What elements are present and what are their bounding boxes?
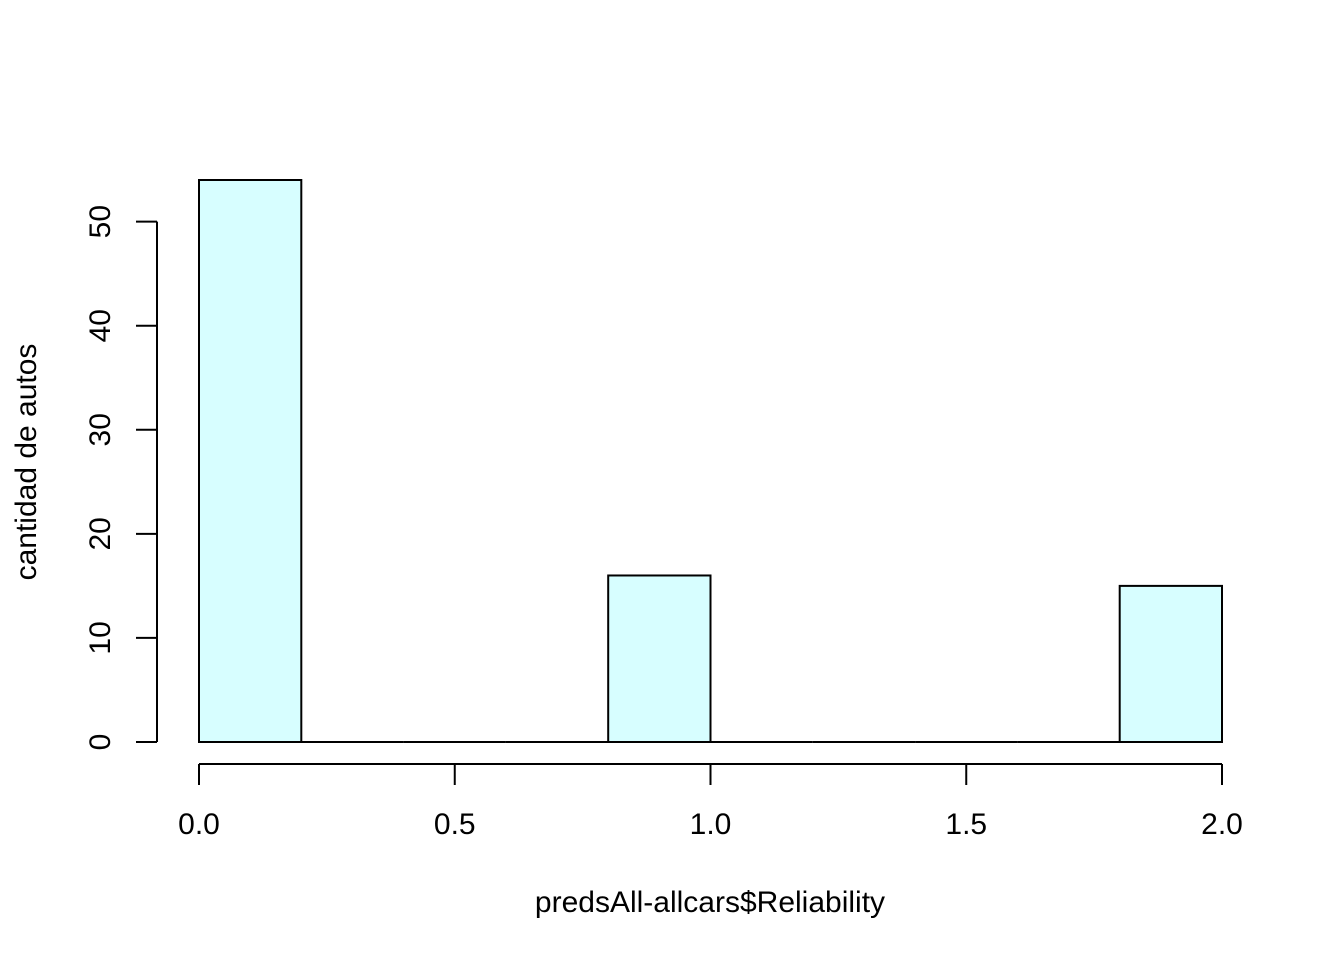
x-tick-label: 0.5 bbox=[434, 808, 476, 841]
y-tick-label: 20 bbox=[84, 517, 117, 550]
x-tick-label: 0.0 bbox=[178, 808, 220, 841]
bars-group bbox=[198, 179, 1223, 744]
x-tick-label: 1.5 bbox=[945, 808, 987, 841]
histogram-bar bbox=[198, 179, 303, 743]
y-tick-label: 50 bbox=[84, 205, 117, 238]
x-tick-label: 1.0 bbox=[690, 808, 732, 841]
histogram-bar bbox=[1118, 584, 1223, 744]
y-axis-title: cantidad de autos bbox=[10, 344, 43, 581]
x-tick-label: 2.0 bbox=[1201, 808, 1243, 841]
histogram-bar bbox=[607, 574, 712, 744]
x-axis: 0.0 0.5 1.0 1.5 2.0 bbox=[178, 763, 1243, 841]
y-axis: 0 10 20 30 40 50 bbox=[84, 205, 158, 751]
y-tick-label: 40 bbox=[84, 309, 117, 342]
y-tick-label: 30 bbox=[84, 413, 117, 446]
y-tick-label: 10 bbox=[84, 621, 117, 654]
x-axis-title: predsAll-allcars$Reliability bbox=[535, 886, 885, 919]
y-tick-label: 0 bbox=[84, 734, 117, 751]
